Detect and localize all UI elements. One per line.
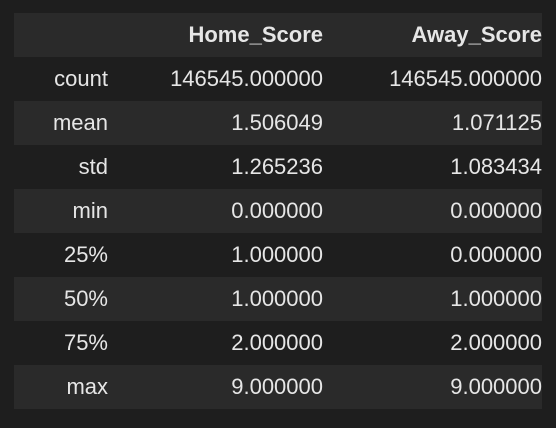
- table-row: std 1.265236 1.083434: [14, 145, 542, 189]
- row-index: 50%: [63, 286, 108, 311]
- row-index: max: [66, 374, 108, 399]
- describe-table: Home_Score Away_Score count 146545.00000…: [14, 13, 542, 409]
- table-row: mean 1.506049 1.071125: [14, 101, 542, 145]
- cell-home-score: 2.000000: [231, 330, 323, 355]
- row-index: min: [72, 198, 108, 223]
- table-row: count 146545.000000 146545.000000: [14, 57, 542, 101]
- cell-away-score: 2.000000: [450, 330, 542, 355]
- table-row: min 0.000000 0.000000: [14, 189, 542, 233]
- header-index: [14, 13, 108, 57]
- row-index: mean: [52, 110, 108, 135]
- header-row: Home_Score Away_Score: [14, 13, 542, 57]
- cell-home-score: 1.265236: [231, 154, 323, 179]
- table-row: 25% 1.000000 0.000000: [14, 233, 542, 277]
- cell-away-score: 1.000000: [450, 286, 542, 311]
- table-row: 50% 1.000000 1.000000: [14, 277, 542, 321]
- cell-away-score: 146545.000000: [389, 66, 542, 91]
- cell-away-score: 1.071125: [451, 110, 542, 135]
- describe-output: Home_Score Away_Score count 146545.00000…: [14, 13, 542, 409]
- cell-away-score: 0.000000: [450, 198, 542, 223]
- cell-home-score: 146545.000000: [170, 66, 323, 91]
- cell-away-score: 0.000000: [450, 242, 542, 267]
- cell-home-score: 0.000000: [231, 198, 323, 223]
- cell-home-score: 1.506049: [231, 110, 323, 135]
- row-index: std: [78, 154, 108, 179]
- row-index: 25%: [63, 242, 108, 267]
- cell-home-score: 1.000000: [231, 286, 323, 311]
- table-header: Home_Score Away_Score: [14, 13, 542, 57]
- table-body: count 146545.000000 146545.000000 mean 1…: [14, 57, 542, 409]
- row-index: 75%: [63, 330, 108, 355]
- row-index: count: [54, 66, 108, 91]
- cell-away-score: 9.000000: [450, 374, 542, 399]
- cell-away-score: 1.083434: [450, 154, 542, 179]
- header-home-score: Home_Score: [188, 22, 323, 47]
- cell-home-score: 9.000000: [231, 374, 323, 399]
- table-row: max 9.000000 9.000000: [14, 365, 542, 409]
- cell-home-score: 1.000000: [231, 242, 323, 267]
- table-row: 75% 2.000000 2.000000: [14, 321, 542, 365]
- header-away-score: Away_Score: [411, 22, 542, 47]
